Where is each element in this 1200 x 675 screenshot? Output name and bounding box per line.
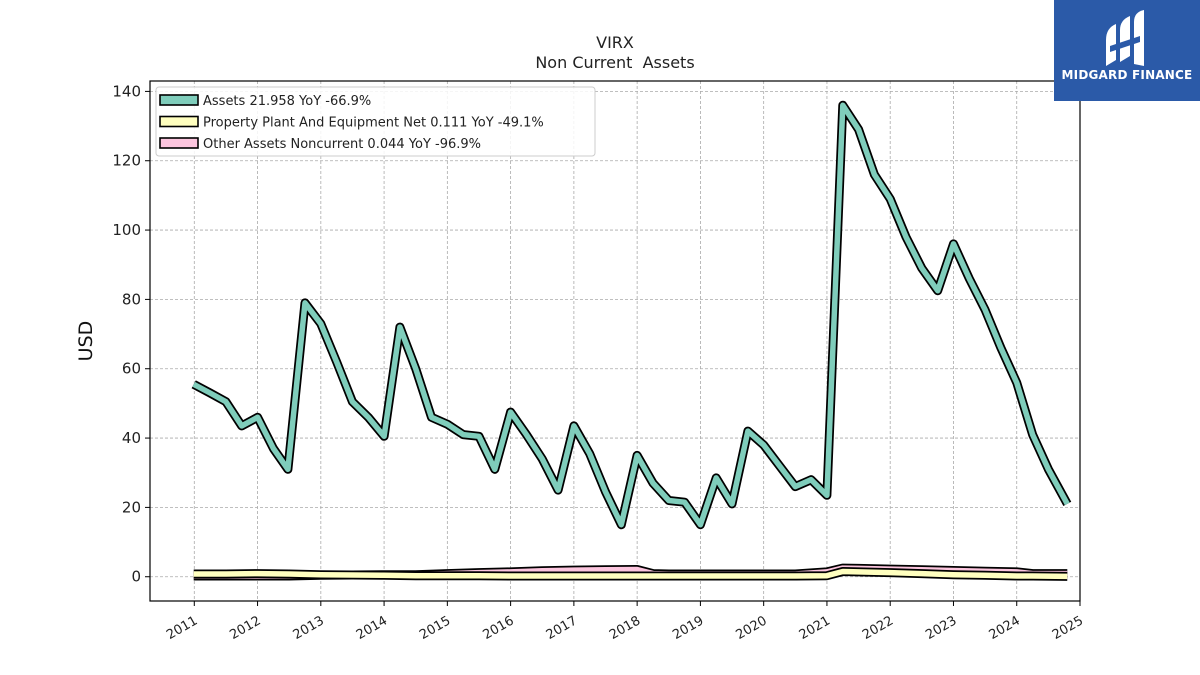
y-tick-label: 140 xyxy=(112,82,141,100)
legend-label: Assets 21.958 YoY -66.9% xyxy=(203,94,371,109)
y-axis-ticks: 0 20 40 60 80 100 120 140 xyxy=(112,82,150,586)
x-tick-label: 2013 xyxy=(291,613,327,643)
x-tick-label: 2011 xyxy=(164,613,200,643)
legend-swatch xyxy=(159,137,199,149)
x-tick-label: 2020 xyxy=(734,613,770,643)
chart-subtitle: Non Current Assets xyxy=(535,53,694,72)
series-1 xyxy=(193,567,1068,581)
stylized-m-icon xyxy=(1106,10,1144,66)
y-tick-label: 40 xyxy=(122,429,141,447)
y-tick-label: 0 xyxy=(131,568,141,586)
series-line xyxy=(192,102,1070,528)
series-line-outline xyxy=(191,100,1072,530)
y-tick-label: 60 xyxy=(122,360,141,378)
legend-label: Property Plant And Equipment Net 0.111 Y… xyxy=(203,116,544,131)
x-tick-label: 2025 xyxy=(1050,613,1086,643)
x-tick-label: 2017 xyxy=(544,613,580,643)
x-tick-label: 2022 xyxy=(860,613,896,643)
series-line xyxy=(193,568,1068,580)
legend: Assets 21.958 YoY -66.9% Property Plant A… xyxy=(155,86,596,157)
y-tick-label: 100 xyxy=(112,221,141,239)
legend-swatch xyxy=(159,115,199,128)
x-tick-label: 2021 xyxy=(797,613,833,643)
x-tick-label: 2024 xyxy=(987,613,1023,643)
x-tick-label: 2023 xyxy=(923,613,959,643)
plot-frame xyxy=(149,80,1081,602)
legend-box xyxy=(155,86,596,157)
x-tick-label: 2015 xyxy=(417,613,453,643)
x-tick-label: 2014 xyxy=(354,613,390,643)
x-axis-ticks: 2011 2012 2013 2014 2015 2016 2017 2018 2019 2020… xyxy=(164,601,1086,643)
series-0 xyxy=(191,100,1072,530)
chart-title: VIRX xyxy=(596,33,634,52)
legend-swatch xyxy=(159,94,199,106)
y-axis-label: USD xyxy=(75,321,97,362)
x-tick-label: 2012 xyxy=(227,613,263,643)
y-tick-label: 120 xyxy=(112,152,141,170)
x-tick-label: 2019 xyxy=(670,613,706,643)
y-tick-label: 20 xyxy=(122,498,141,516)
brand-name: MIDGARD FINANCE xyxy=(1061,68,1193,82)
grid xyxy=(150,81,1081,601)
y-tick-label: 80 xyxy=(122,290,141,308)
legend-label: Other Assets Noncurrent 0.044 YoY -96.9% xyxy=(203,137,481,152)
series-layer xyxy=(191,100,1072,581)
x-tick-label: 2016 xyxy=(480,613,516,643)
brand-logo: MIDGARD FINANCE xyxy=(1054,0,1200,101)
x-tick-label: 2018 xyxy=(607,613,643,643)
